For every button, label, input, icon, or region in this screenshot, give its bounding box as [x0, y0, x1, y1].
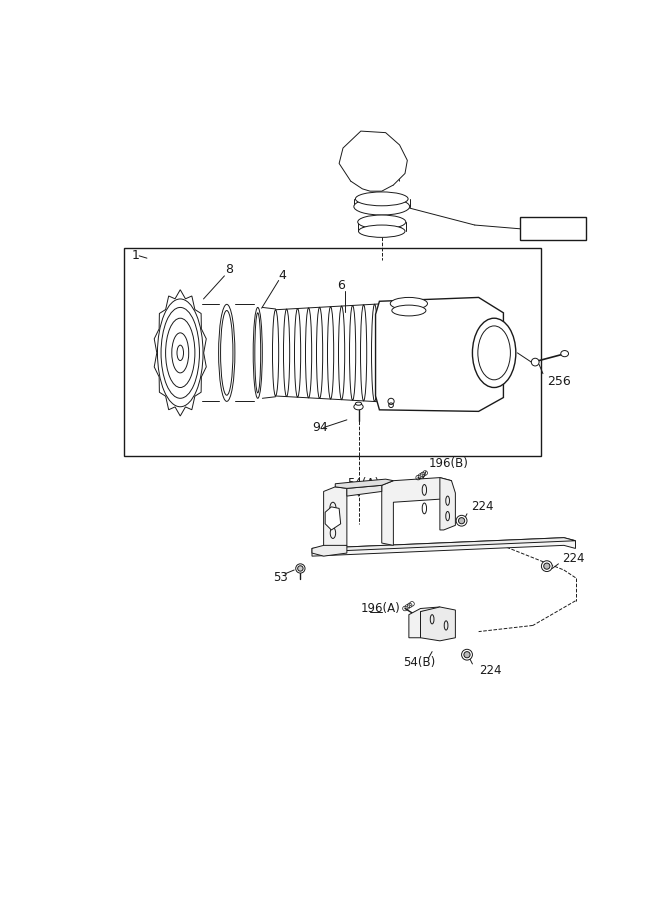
- Ellipse shape: [478, 326, 510, 380]
- Ellipse shape: [317, 307, 323, 399]
- Ellipse shape: [297, 566, 303, 572]
- Ellipse shape: [354, 198, 410, 215]
- Ellipse shape: [253, 308, 262, 399]
- Text: 4: 4: [279, 269, 287, 283]
- FancyBboxPatch shape: [520, 217, 586, 240]
- Ellipse shape: [542, 561, 552, 572]
- Polygon shape: [440, 478, 456, 530]
- Ellipse shape: [358, 215, 406, 229]
- Ellipse shape: [157, 299, 203, 407]
- Text: 196(A): 196(A): [361, 602, 401, 615]
- Polygon shape: [312, 545, 347, 556]
- Ellipse shape: [392, 305, 426, 316]
- Ellipse shape: [388, 399, 394, 404]
- Ellipse shape: [273, 310, 279, 396]
- Text: 224: 224: [479, 663, 501, 677]
- Text: 6: 6: [338, 279, 346, 292]
- Ellipse shape: [161, 308, 199, 399]
- Polygon shape: [312, 537, 576, 556]
- Ellipse shape: [354, 404, 363, 410]
- Ellipse shape: [532, 358, 539, 366]
- Polygon shape: [420, 607, 456, 641]
- Ellipse shape: [219, 304, 235, 401]
- Ellipse shape: [390, 297, 428, 310]
- Ellipse shape: [172, 333, 189, 373]
- Text: 1: 1: [131, 249, 139, 262]
- Text: NSS: NSS: [475, 319, 500, 331]
- Ellipse shape: [339, 306, 345, 400]
- Text: 94: 94: [312, 421, 327, 434]
- Polygon shape: [376, 297, 504, 411]
- Polygon shape: [323, 487, 347, 548]
- Text: 54(A): 54(A): [347, 477, 379, 490]
- Ellipse shape: [372, 304, 378, 401]
- Ellipse shape: [327, 307, 334, 399]
- Ellipse shape: [462, 649, 472, 660]
- Text: 54(B): 54(B): [404, 656, 436, 669]
- Text: 1-31: 1-31: [538, 222, 568, 236]
- Polygon shape: [312, 537, 576, 552]
- Ellipse shape: [350, 305, 356, 400]
- Ellipse shape: [295, 563, 305, 573]
- Text: 224: 224: [471, 500, 494, 513]
- Ellipse shape: [165, 319, 195, 388]
- Bar: [123, 248, 541, 456]
- Ellipse shape: [464, 652, 470, 658]
- Ellipse shape: [358, 225, 405, 238]
- Polygon shape: [409, 607, 440, 638]
- Ellipse shape: [458, 518, 465, 524]
- Ellipse shape: [561, 350, 568, 356]
- Text: 53: 53: [273, 572, 288, 584]
- Polygon shape: [347, 485, 382, 496]
- Ellipse shape: [383, 303, 389, 402]
- Text: 256: 256: [547, 374, 570, 388]
- Ellipse shape: [356, 192, 408, 206]
- Ellipse shape: [305, 308, 311, 398]
- Text: 224: 224: [562, 552, 585, 565]
- Text: 196(B): 196(B): [428, 457, 468, 470]
- Text: 8: 8: [225, 263, 233, 276]
- Polygon shape: [336, 479, 394, 489]
- Polygon shape: [339, 131, 408, 191]
- Ellipse shape: [456, 516, 467, 526]
- Polygon shape: [382, 478, 452, 545]
- Ellipse shape: [356, 402, 362, 405]
- Ellipse shape: [295, 309, 301, 397]
- Ellipse shape: [544, 563, 550, 569]
- Ellipse shape: [472, 319, 516, 388]
- Polygon shape: [154, 290, 206, 416]
- Ellipse shape: [283, 309, 289, 397]
- Ellipse shape: [361, 305, 367, 400]
- Polygon shape: [325, 507, 341, 530]
